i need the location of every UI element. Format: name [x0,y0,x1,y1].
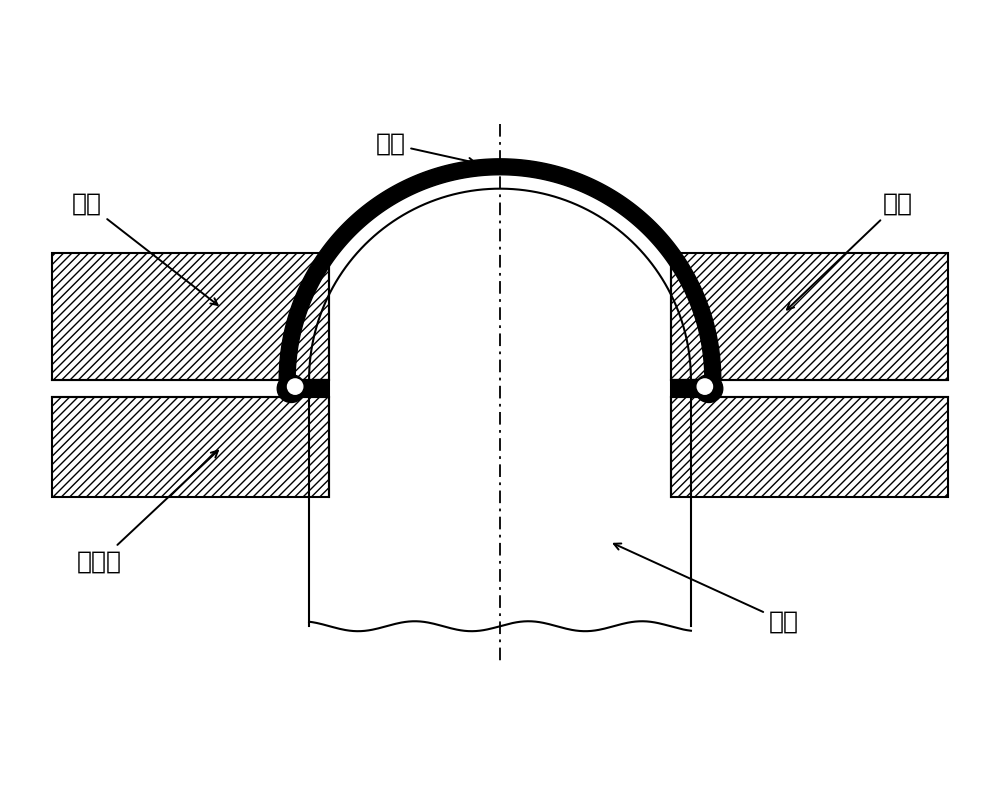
Text: 冲头: 冲头 [614,544,798,634]
Text: 凹模: 凹模 [72,192,218,305]
Bar [52,254,329,379]
Bar [705,374,712,384]
Bar [52,398,329,497]
Text: 试样: 试样 [376,132,475,165]
Bar [288,374,295,384]
Bar [671,398,948,497]
Text: 压边圈: 压边圈 [77,451,218,573]
Circle shape [697,379,713,394]
Text: 压筋: 压筋 [787,192,913,309]
Circle shape [277,374,305,402]
Polygon shape [279,159,721,395]
Circle shape [695,374,723,402]
Bar [671,254,948,379]
Circle shape [287,379,303,394]
